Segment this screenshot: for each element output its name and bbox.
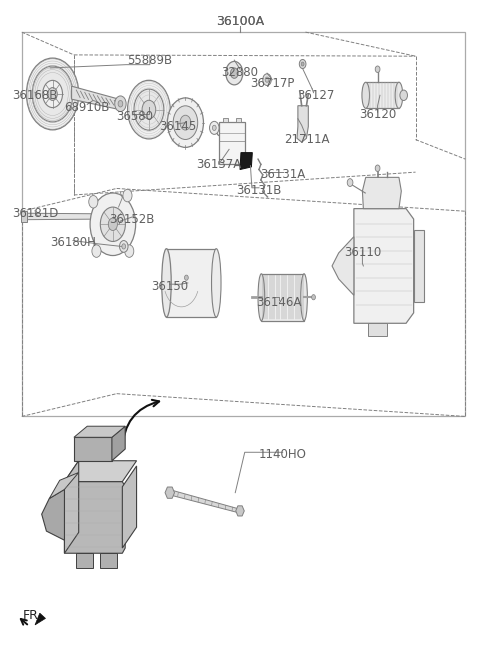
Circle shape — [184, 275, 188, 281]
Circle shape — [43, 80, 62, 108]
Circle shape — [212, 125, 216, 131]
Circle shape — [89, 196, 98, 208]
Circle shape — [48, 87, 57, 101]
FancyArrowPatch shape — [122, 400, 159, 449]
Ellipse shape — [362, 82, 370, 108]
Text: 36168B: 36168B — [12, 89, 58, 102]
Text: 36120: 36120 — [359, 108, 396, 122]
Polygon shape — [165, 487, 175, 498]
Text: 36131A: 36131A — [260, 168, 305, 181]
Circle shape — [128, 80, 170, 139]
Circle shape — [120, 240, 128, 252]
Circle shape — [300, 59, 306, 68]
Polygon shape — [332, 237, 354, 295]
Text: 36110: 36110 — [344, 246, 381, 260]
Circle shape — [108, 218, 118, 231]
Text: 36580: 36580 — [116, 110, 153, 123]
Circle shape — [375, 165, 380, 171]
Text: 1140HO: 1140HO — [259, 447, 307, 461]
Polygon shape — [42, 489, 64, 540]
Circle shape — [180, 115, 191, 130]
Text: 55889B: 55889B — [127, 54, 172, 66]
Polygon shape — [362, 177, 401, 209]
Circle shape — [123, 189, 132, 202]
Polygon shape — [49, 472, 79, 499]
Text: 36131B: 36131B — [236, 184, 282, 197]
Circle shape — [263, 74, 271, 85]
FancyArrowPatch shape — [21, 619, 27, 625]
Text: 36150: 36150 — [151, 280, 188, 292]
Polygon shape — [414, 230, 424, 302]
Circle shape — [210, 122, 219, 135]
Circle shape — [115, 96, 126, 112]
Circle shape — [375, 66, 380, 72]
Circle shape — [118, 101, 123, 107]
Bar — [366, 82, 399, 108]
Circle shape — [100, 207, 125, 242]
Ellipse shape — [301, 274, 307, 321]
Polygon shape — [368, 323, 387, 336]
Polygon shape — [74, 426, 125, 438]
Circle shape — [90, 193, 136, 256]
Text: 36100A: 36100A — [216, 14, 264, 28]
Circle shape — [230, 68, 238, 78]
Polygon shape — [72, 86, 117, 109]
Polygon shape — [23, 213, 105, 219]
Circle shape — [134, 89, 164, 130]
Circle shape — [312, 294, 315, 300]
Text: 36127: 36127 — [297, 89, 335, 102]
Circle shape — [347, 179, 353, 187]
Polygon shape — [76, 553, 93, 568]
Polygon shape — [74, 438, 112, 461]
Polygon shape — [99, 553, 117, 568]
Polygon shape — [104, 212, 110, 221]
Circle shape — [125, 245, 134, 258]
Circle shape — [32, 66, 73, 122]
Polygon shape — [64, 482, 125, 553]
Polygon shape — [122, 466, 137, 548]
Circle shape — [400, 90, 408, 101]
Bar — [223, 118, 228, 122]
Bar — [219, 122, 245, 164]
Circle shape — [92, 245, 101, 258]
Polygon shape — [21, 212, 27, 221]
Polygon shape — [297, 106, 308, 142]
Polygon shape — [112, 426, 125, 461]
Bar — [22, 32, 466, 417]
Polygon shape — [240, 152, 252, 170]
Text: 36100A: 36100A — [216, 14, 264, 28]
Ellipse shape — [258, 274, 264, 321]
Circle shape — [142, 101, 156, 119]
Ellipse shape — [395, 82, 403, 108]
Text: 36181D: 36181D — [12, 207, 58, 219]
Bar — [167, 249, 216, 317]
Polygon shape — [236, 506, 244, 516]
Circle shape — [226, 61, 243, 85]
Polygon shape — [171, 490, 239, 513]
Text: 32880: 32880 — [221, 66, 259, 79]
Circle shape — [26, 58, 79, 130]
Text: 36137A: 36137A — [196, 158, 241, 171]
Text: 36180H: 36180H — [50, 236, 96, 249]
Ellipse shape — [212, 249, 221, 317]
Bar — [261, 274, 304, 321]
Text: FR.: FR. — [23, 609, 43, 622]
Circle shape — [168, 98, 204, 147]
Circle shape — [173, 106, 198, 139]
Text: 36146A: 36146A — [256, 296, 301, 309]
Text: 36152B: 36152B — [109, 214, 155, 226]
Circle shape — [265, 77, 269, 82]
Bar — [236, 118, 240, 122]
Polygon shape — [64, 461, 137, 482]
Text: 36145: 36145 — [159, 120, 196, 133]
Polygon shape — [64, 461, 79, 553]
Text: 68910B: 68910B — [64, 101, 110, 114]
Polygon shape — [354, 209, 414, 323]
Circle shape — [301, 62, 304, 66]
Ellipse shape — [162, 249, 171, 317]
Text: 21711A: 21711A — [284, 133, 329, 146]
Circle shape — [122, 244, 126, 249]
Polygon shape — [35, 613, 46, 625]
Text: 36717P: 36717P — [250, 77, 294, 90]
